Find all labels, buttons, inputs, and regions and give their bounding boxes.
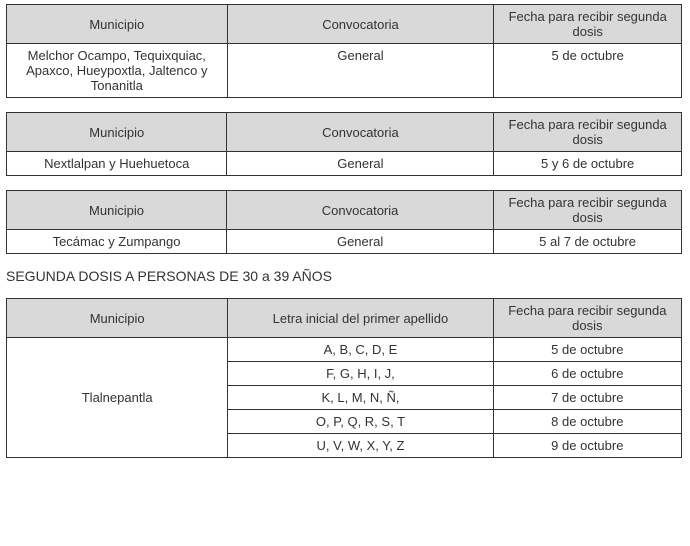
cell-convocatoria: General bbox=[227, 230, 494, 254]
table-group-2: Municipio Convocatoria Fecha para recibi… bbox=[6, 112, 682, 176]
header-municipio: Municipio bbox=[7, 5, 228, 44]
header-municipio: Municipio bbox=[7, 191, 227, 230]
cell-fecha: 9 de octubre bbox=[493, 434, 681, 458]
cell-fecha: 5 y 6 de octubre bbox=[494, 152, 682, 176]
cell-letra: A, B, C, D, E bbox=[228, 338, 493, 362]
cell-fecha: 7 de octubre bbox=[493, 386, 681, 410]
header-fecha: Fecha para recibir segunda dosis bbox=[494, 191, 682, 230]
cell-letra: F, G, H, I, J, bbox=[228, 362, 493, 386]
table-header-row: Municipio Convocatoria Fecha para recibi… bbox=[7, 5, 682, 44]
table-row: Nextlalpan y Huehuetoca General 5 y 6 de… bbox=[7, 152, 682, 176]
cell-fecha: 5 al 7 de octubre bbox=[494, 230, 682, 254]
cell-fecha: 5 de octubre bbox=[494, 44, 682, 98]
cell-letra: K, L, M, N, Ñ, bbox=[228, 386, 493, 410]
cell-fecha: 5 de octubre bbox=[493, 338, 681, 362]
table-header-row: Municipio Convocatoria Fecha para recibi… bbox=[7, 113, 682, 152]
header-fecha: Fecha para recibir segunda dosis bbox=[494, 5, 682, 44]
table-letter-schedule: Municipio Letra inicial del primer apell… bbox=[6, 298, 682, 458]
header-fecha: Fecha para recibir segunda dosis bbox=[493, 299, 681, 338]
table-header-row: Municipio Letra inicial del primer apell… bbox=[7, 299, 682, 338]
table-header-row: Municipio Convocatoria Fecha para recibi… bbox=[7, 191, 682, 230]
header-municipio: Municipio bbox=[7, 113, 227, 152]
header-letra: Letra inicial del primer apellido bbox=[228, 299, 493, 338]
header-municipio: Municipio bbox=[7, 299, 228, 338]
cell-fecha: 8 de octubre bbox=[493, 410, 681, 434]
cell-letra: U, V, W, X, Y, Z bbox=[228, 434, 493, 458]
header-convocatoria: Convocatoria bbox=[227, 113, 494, 152]
table-row: Tlalnepantla A, B, C, D, E 5 de octubre bbox=[7, 338, 682, 362]
header-convocatoria: Convocatoria bbox=[227, 5, 494, 44]
cell-municipio: Nextlalpan y Huehuetoca bbox=[7, 152, 227, 176]
cell-municipio: Melchor Ocampo, Tequixquiac, Apaxco, Hue… bbox=[7, 44, 228, 98]
header-convocatoria: Convocatoria bbox=[227, 191, 494, 230]
cell-fecha: 6 de octubre bbox=[493, 362, 681, 386]
cell-letra: O, P, Q, R, S, T bbox=[228, 410, 493, 434]
cell-convocatoria: General bbox=[227, 44, 494, 98]
table-row: Melchor Ocampo, Tequixquiac, Apaxco, Hue… bbox=[7, 44, 682, 98]
header-fecha: Fecha para recibir segunda dosis bbox=[494, 113, 682, 152]
section-title: SEGUNDA DOSIS A PERSONAS DE 30 a 39 AÑOS bbox=[6, 268, 684, 284]
cell-convocatoria: General bbox=[227, 152, 494, 176]
table-group-1: Municipio Convocatoria Fecha para recibi… bbox=[6, 4, 682, 98]
cell-municipio: Tlalnepantla bbox=[7, 338, 228, 458]
table-group-3: Municipio Convocatoria Fecha para recibi… bbox=[6, 190, 682, 254]
cell-municipio: Tecámac y Zumpango bbox=[7, 230, 227, 254]
table-row: Tecámac y Zumpango General 5 al 7 de oct… bbox=[7, 230, 682, 254]
